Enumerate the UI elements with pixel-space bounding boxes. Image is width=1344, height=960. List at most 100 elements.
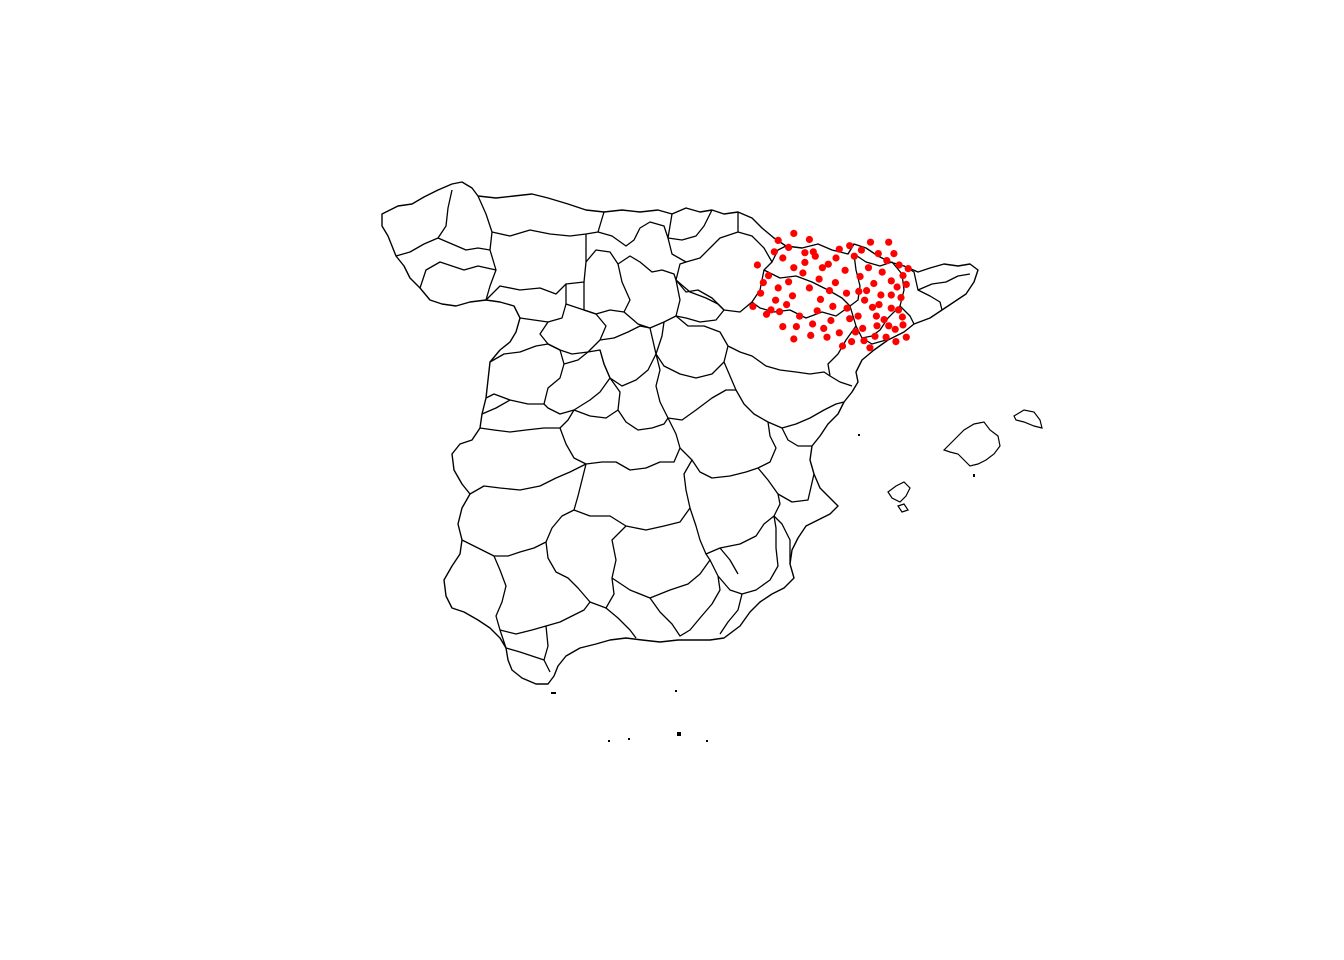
observation-point — [887, 304, 895, 312]
observation-point — [796, 312, 804, 320]
boundary-alicante — [773, 515, 791, 564]
observation-point — [774, 284, 782, 292]
boundary-zaragoza-teruel — [727, 345, 831, 377]
observation-point — [825, 287, 834, 295]
observation-point — [871, 332, 879, 340]
observation-points — [749, 229, 912, 352]
boundary-burgos — [617, 255, 681, 329]
observation-point — [899, 321, 907, 329]
observation-point — [770, 248, 778, 256]
boundary-barcelona — [899, 305, 915, 325]
observation-point — [855, 287, 863, 295]
observation-point — [775, 308, 784, 316]
boundary-madrid — [609, 377, 669, 431]
observation-point — [829, 302, 837, 310]
observation-point — [863, 287, 871, 295]
observation-point — [841, 266, 849, 274]
observation-point — [807, 331, 815, 339]
observation-point — [785, 278, 793, 286]
melilla-speck — [677, 732, 681, 736]
observation-point — [899, 272, 907, 280]
boundary-alava — [667, 212, 739, 263]
observation-point — [762, 310, 771, 318]
boundary-cuenca — [679, 421, 777, 479]
observation-point — [882, 333, 890, 341]
observation-point — [772, 296, 780, 304]
observation-point — [857, 246, 866, 254]
ibiza-outline — [887, 481, 911, 503]
islet-speck-2 — [628, 738, 630, 740]
boundary-navarra — [675, 231, 773, 313]
observation-point — [866, 344, 874, 352]
boundary-cadiz — [505, 647, 545, 661]
observation-point — [895, 261, 903, 269]
boundary-albacete — [689, 493, 781, 555]
small-territories — [551, 690, 708, 742]
boundary-toledo — [559, 417, 681, 471]
observation-point — [861, 296, 869, 304]
observation-point — [838, 342, 847, 350]
observation-point — [809, 248, 817, 256]
boundary-basque — [667, 209, 713, 241]
observation-point — [887, 291, 895, 299]
observation-point — [904, 265, 912, 273]
boundary-valencia — [757, 467, 815, 503]
observation-point — [854, 312, 862, 320]
observation-point — [894, 306, 903, 314]
boundary-cordoba — [545, 525, 627, 609]
boundary-granada — [605, 559, 721, 639]
observation-point — [893, 283, 901, 291]
boundary-almeria — [717, 515, 779, 595]
boundary-leon — [485, 234, 587, 301]
boundary-salamanca — [485, 343, 565, 405]
observation-point — [874, 250, 882, 258]
boundary-avila — [543, 349, 611, 415]
alboran-speck — [675, 690, 677, 692]
observation-point — [749, 302, 757, 310]
boundary-zamora-valladolid — [519, 284, 567, 323]
boundary-teruel — [723, 361, 845, 429]
observation-point — [792, 323, 801, 331]
observation-point — [887, 277, 895, 285]
observation-point — [872, 312, 881, 320]
boundary-caceres — [479, 399, 575, 433]
boundary-toledo-avila — [573, 409, 619, 419]
observation-point — [790, 229, 798, 237]
observation-point — [890, 250, 898, 258]
observation-point — [774, 236, 782, 244]
boundary-murcia — [719, 547, 743, 635]
observation-point — [753, 261, 762, 269]
observation-point — [851, 328, 860, 336]
boundary-huesca — [763, 245, 861, 307]
columbretes-speck — [858, 434, 860, 436]
observation-point — [885, 322, 893, 330]
observation-point — [805, 284, 814, 292]
boundary-guadalajara — [655, 353, 736, 421]
boundary-castellon — [781, 427, 812, 447]
boundary-lugo-ourense — [437, 237, 491, 251]
observation-point — [799, 269, 807, 277]
observation-point — [870, 279, 878, 288]
observation-point — [757, 289, 765, 297]
observation-point — [842, 289, 851, 297]
observation-point — [779, 323, 787, 331]
observation-point — [835, 329, 843, 337]
boundary-huelva-sevilla — [461, 509, 575, 557]
observation-point — [868, 303, 877, 311]
observation-point — [813, 307, 821, 315]
boundary-pontevedra — [419, 261, 497, 289]
observation-point — [832, 254, 840, 262]
boundary-badajoz — [469, 463, 587, 495]
spain-mainland-outline — [381, 181, 979, 685]
observation-point — [897, 294, 905, 302]
boundary-jaen — [611, 553, 711, 599]
observation-point — [809, 320, 817, 328]
menorca-outline — [1013, 409, 1043, 429]
observation-point — [866, 238, 875, 246]
observation-point — [835, 245, 843, 253]
observation-point — [846, 315, 854, 323]
observation-point — [815, 275, 823, 283]
observation-point — [850, 252, 858, 260]
observation-point — [818, 264, 827, 272]
